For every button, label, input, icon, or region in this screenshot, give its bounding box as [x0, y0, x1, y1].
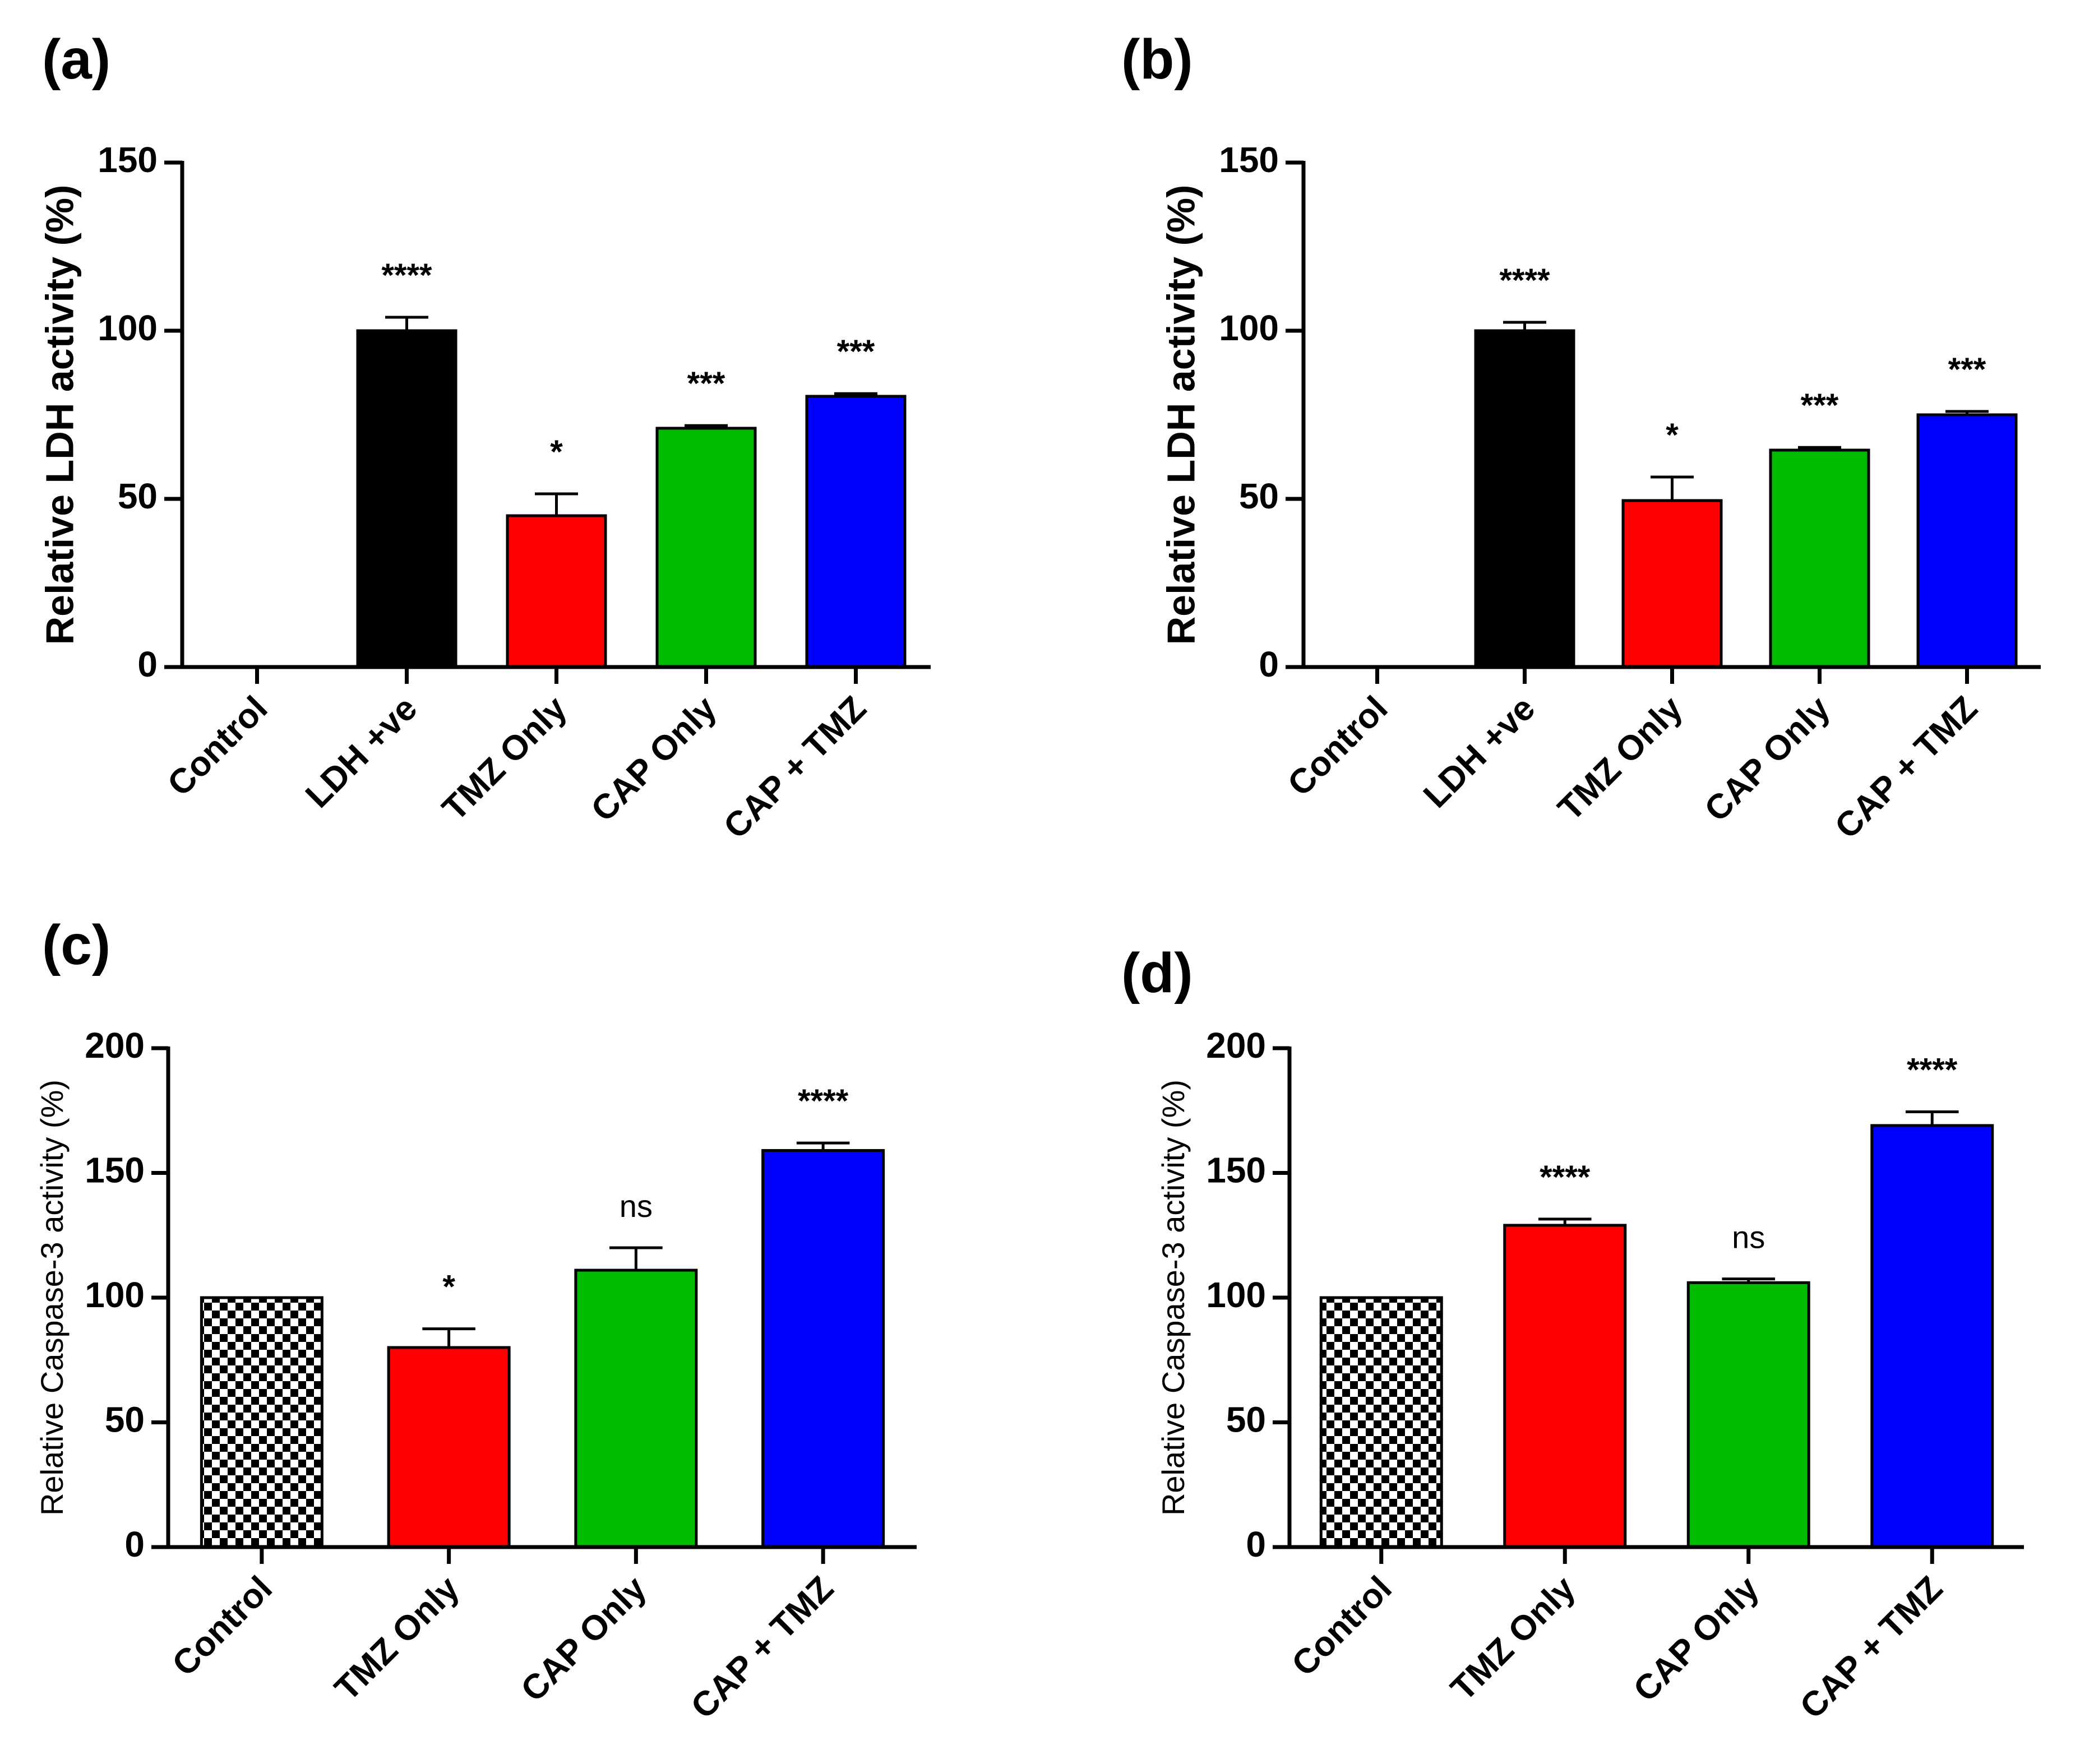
- y-tick-label: 100: [98, 308, 158, 348]
- y-tick-label: 0: [137, 644, 158, 684]
- significance-label: *: [1666, 417, 1679, 453]
- significance-label: ****: [798, 1083, 849, 1119]
- x-tick-label: CAP + TMZ: [717, 689, 874, 846]
- significance-label: ns: [1732, 1220, 1765, 1255]
- bar: [356, 329, 457, 669]
- y-tick-label: 150: [85, 1150, 145, 1190]
- significance-label: ns: [620, 1188, 653, 1224]
- chart-area: Relative Caspase-3 activity (%) **** ns ***…: [1155, 1025, 2024, 1726]
- x-tick-label: Control: [160, 689, 275, 804]
- bar: [387, 1346, 511, 1549]
- y-tick-label: 50: [118, 476, 158, 516]
- x-tick-label: Control: [1281, 689, 1395, 804]
- significance-label: ***: [687, 365, 725, 402]
- y-tick-label: 100: [1206, 1275, 1266, 1315]
- significance-label: *: [442, 1269, 455, 1305]
- bar: [805, 395, 907, 669]
- panel-label: (c): [42, 914, 110, 976]
- y-tick-label: 150: [1206, 1150, 1266, 1190]
- x-tick-label: CAP Only: [514, 1569, 654, 1710]
- significance-label: ****: [381, 257, 432, 294]
- bar: [1503, 1224, 1627, 1549]
- x-tick-label: CAP Only: [1626, 1569, 1767, 1710]
- y-tick-label: 150: [1219, 140, 1279, 180]
- x-tick-label: CAP Only: [584, 689, 724, 830]
- significance-label: ****: [1540, 1159, 1591, 1196]
- y-tick-label: 0: [124, 1524, 145, 1564]
- x-tick-label: TMZ Only: [1444, 1569, 1583, 1709]
- y-tick-label: 50: [1239, 476, 1279, 516]
- significance-label: ***: [837, 334, 875, 370]
- x-tick-label: CAP Only: [1697, 689, 1838, 830]
- y-axis-label: Relative LDH activity (%): [1159, 185, 1203, 645]
- x-tick-label: CAP + TMZ: [683, 1569, 841, 1726]
- y-axis-label: Relative Caspase-3 activity (%): [1155, 1080, 1191, 1516]
- bar: [1870, 1124, 1994, 1549]
- bar: [1319, 1296, 1443, 1549]
- significance-label: ****: [1499, 262, 1550, 299]
- x-tick-label: CAP + TMZ: [1793, 1569, 1950, 1726]
- significance-label: *: [550, 434, 563, 470]
- panel-a: (a) Relative LDH activity (%) ***********…: [38, 28, 931, 846]
- bar: [1769, 448, 1870, 669]
- y-tick-label: 200: [85, 1025, 145, 1066]
- panel-label: (b): [1121, 28, 1193, 91]
- y-tick-label: 150: [98, 140, 158, 180]
- x-tick-label: Control: [1284, 1569, 1399, 1684]
- chart-area: Relative LDH activity (%) ***********0501…: [1159, 140, 2041, 846]
- x-tick-label: TMZ Only: [1551, 689, 1690, 828]
- chart-area: Relative Caspase-3 activity (%) * ns **** 0 5…: [34, 1025, 917, 1726]
- bar: [200, 1296, 323, 1549]
- y-tick-label: 100: [1219, 308, 1279, 348]
- chart-area: Relative LDH activity (%) ***********0501…: [38, 140, 931, 846]
- significance-label: ****: [1907, 1052, 1958, 1088]
- x-tick-label: Control: [165, 1569, 280, 1684]
- y-tick-label: 100: [85, 1275, 145, 1315]
- bar: [1916, 413, 2018, 669]
- x-tick-label: TMZ Only: [435, 689, 575, 828]
- y-tick-label: 0: [1246, 1524, 1266, 1564]
- panel-label: (a): [42, 28, 110, 91]
- panel-b: (b) Relative LDH activity (%) ***********…: [1121, 28, 2041, 846]
- x-tick-label: CAP + TMZ: [1828, 689, 1985, 846]
- x-tick-label: LDH +ve: [298, 689, 424, 815]
- y-axis-label: Relative Caspase-3 activity (%): [34, 1080, 70, 1516]
- panel-c: (c) Relative Caspase-3 activity (%) * ns **…: [34, 914, 917, 1726]
- significance-label: ***: [1948, 351, 1986, 388]
- bar: [655, 427, 757, 669]
- bar: [1686, 1281, 1810, 1549]
- x-tick-label: LDH +ve: [1416, 689, 1542, 815]
- bar: [761, 1149, 885, 1549]
- panel-d: (d) Relative Caspase-3 activity (%) **** n…: [1121, 942, 2024, 1726]
- bar: [1621, 499, 1723, 669]
- bar: [506, 514, 607, 669]
- x-tick-label: TMZ Only: [327, 1569, 467, 1709]
- significance-label: ***: [1801, 387, 1839, 424]
- y-tick-label: 50: [105, 1399, 145, 1439]
- panel-label: (d): [1121, 942, 1193, 1004]
- y-axis-label: Relative LDH activity (%): [38, 185, 81, 645]
- bar: [1474, 329, 1575, 669]
- y-tick-label: 0: [1259, 644, 1279, 684]
- bar: [574, 1268, 698, 1549]
- y-tick-label: 200: [1206, 1025, 1266, 1066]
- y-tick-label: 50: [1226, 1399, 1266, 1439]
